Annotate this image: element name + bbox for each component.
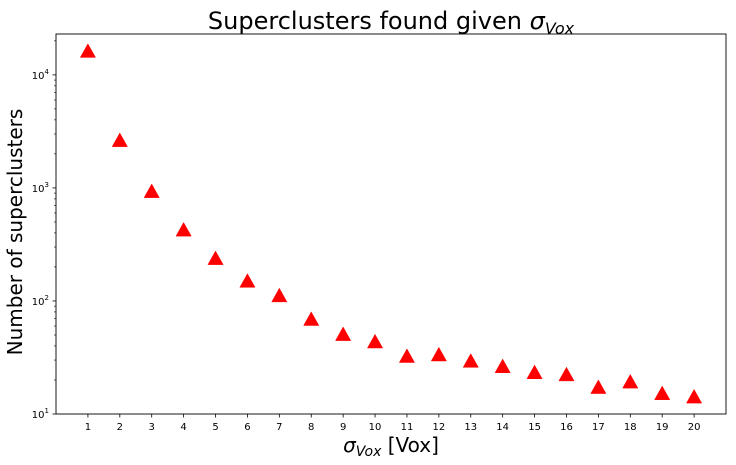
x-tick-label: 13 bbox=[464, 422, 477, 433]
data-markers bbox=[79, 43, 703, 404]
data-point bbox=[686, 388, 703, 404]
x-tick-label: 15 bbox=[528, 422, 541, 433]
data-point bbox=[558, 366, 575, 382]
x-tick-label: 20 bbox=[688, 422, 701, 433]
y-tick-label-base: 10 bbox=[32, 71, 45, 82]
x-tick-label: 17 bbox=[592, 422, 605, 433]
data-point bbox=[271, 287, 288, 303]
x-axis-label: σVox [Vox] bbox=[343, 433, 439, 460]
y-tick-label: 101 bbox=[32, 407, 49, 421]
x-tick-label: 8 bbox=[308, 422, 314, 433]
y-tick-label: 104 bbox=[32, 68, 50, 82]
x-axis-label-unit: [Vox] bbox=[381, 433, 439, 457]
x-tick-label: 4 bbox=[180, 422, 186, 433]
chart-title-subscript: Vox bbox=[545, 19, 575, 38]
y-tick-label-base: 10 bbox=[32, 184, 45, 195]
x-tick-label: 1 bbox=[85, 422, 91, 433]
data-point bbox=[622, 373, 639, 389]
x-axis-label-symbol: σ bbox=[343, 433, 357, 457]
x-tick-label: 14 bbox=[496, 422, 509, 433]
data-point bbox=[367, 333, 384, 349]
y-tick-label: 103 bbox=[32, 181, 49, 195]
y-tick-label: 102 bbox=[32, 294, 49, 308]
x-tick-label: 12 bbox=[432, 422, 445, 433]
x-tick-label: 2 bbox=[117, 422, 123, 433]
data-point bbox=[79, 43, 96, 58]
x-tick-label: 7 bbox=[276, 422, 282, 433]
y-tick-label-base: 10 bbox=[32, 297, 45, 308]
data-point bbox=[494, 358, 511, 373]
y-tick-label-exponent: 1 bbox=[45, 407, 49, 415]
x-tick-label: 19 bbox=[656, 422, 669, 433]
chart-title-symbol: σ bbox=[530, 7, 546, 35]
x-tick-label: 11 bbox=[401, 422, 414, 433]
y-tick-label-exponent: 3 bbox=[45, 181, 49, 189]
data-point bbox=[335, 326, 352, 341]
data-point bbox=[590, 379, 607, 394]
data-point bbox=[526, 364, 543, 379]
data-point bbox=[430, 346, 447, 362]
data-point bbox=[207, 250, 224, 265]
x-tick-label: 16 bbox=[560, 422, 573, 433]
chart-title-main: Superclusters found given bbox=[208, 7, 530, 35]
data-point bbox=[303, 311, 320, 326]
x-tick-label: 5 bbox=[212, 422, 218, 433]
data-point bbox=[462, 353, 479, 368]
x-tick-label: 10 bbox=[369, 422, 382, 433]
y-tick-label-base: 10 bbox=[32, 410, 45, 421]
x-tick-label: 9 bbox=[340, 422, 346, 433]
x-axis-ticks: 1 2 3 4 5 6 7 8 9 10 11 12 13 14 15 16 17 18 19 20 bbox=[85, 414, 701, 433]
x-axis-label-subscript: Vox bbox=[356, 444, 382, 460]
data-point bbox=[239, 273, 256, 288]
x-tick-label: 18 bbox=[624, 422, 637, 433]
data-point bbox=[143, 183, 160, 198]
chart-title: Superclusters found given σVox bbox=[208, 7, 575, 38]
y-axis-label: Number of superclusters bbox=[3, 109, 27, 356]
data-point bbox=[654, 385, 671, 400]
data-point bbox=[175, 222, 192, 237]
data-point bbox=[111, 132, 128, 147]
y-tick-label-exponent: 2 bbox=[45, 294, 49, 302]
data-point bbox=[398, 348, 415, 363]
x-tick-label: 6 bbox=[244, 422, 250, 433]
y-minor-ticks bbox=[54, 40, 56, 381]
x-tick-label: 3 bbox=[149, 422, 155, 433]
y-tick-label-exponent: 4 bbox=[45, 68, 50, 76]
plot-frame bbox=[55, 33, 727, 415]
